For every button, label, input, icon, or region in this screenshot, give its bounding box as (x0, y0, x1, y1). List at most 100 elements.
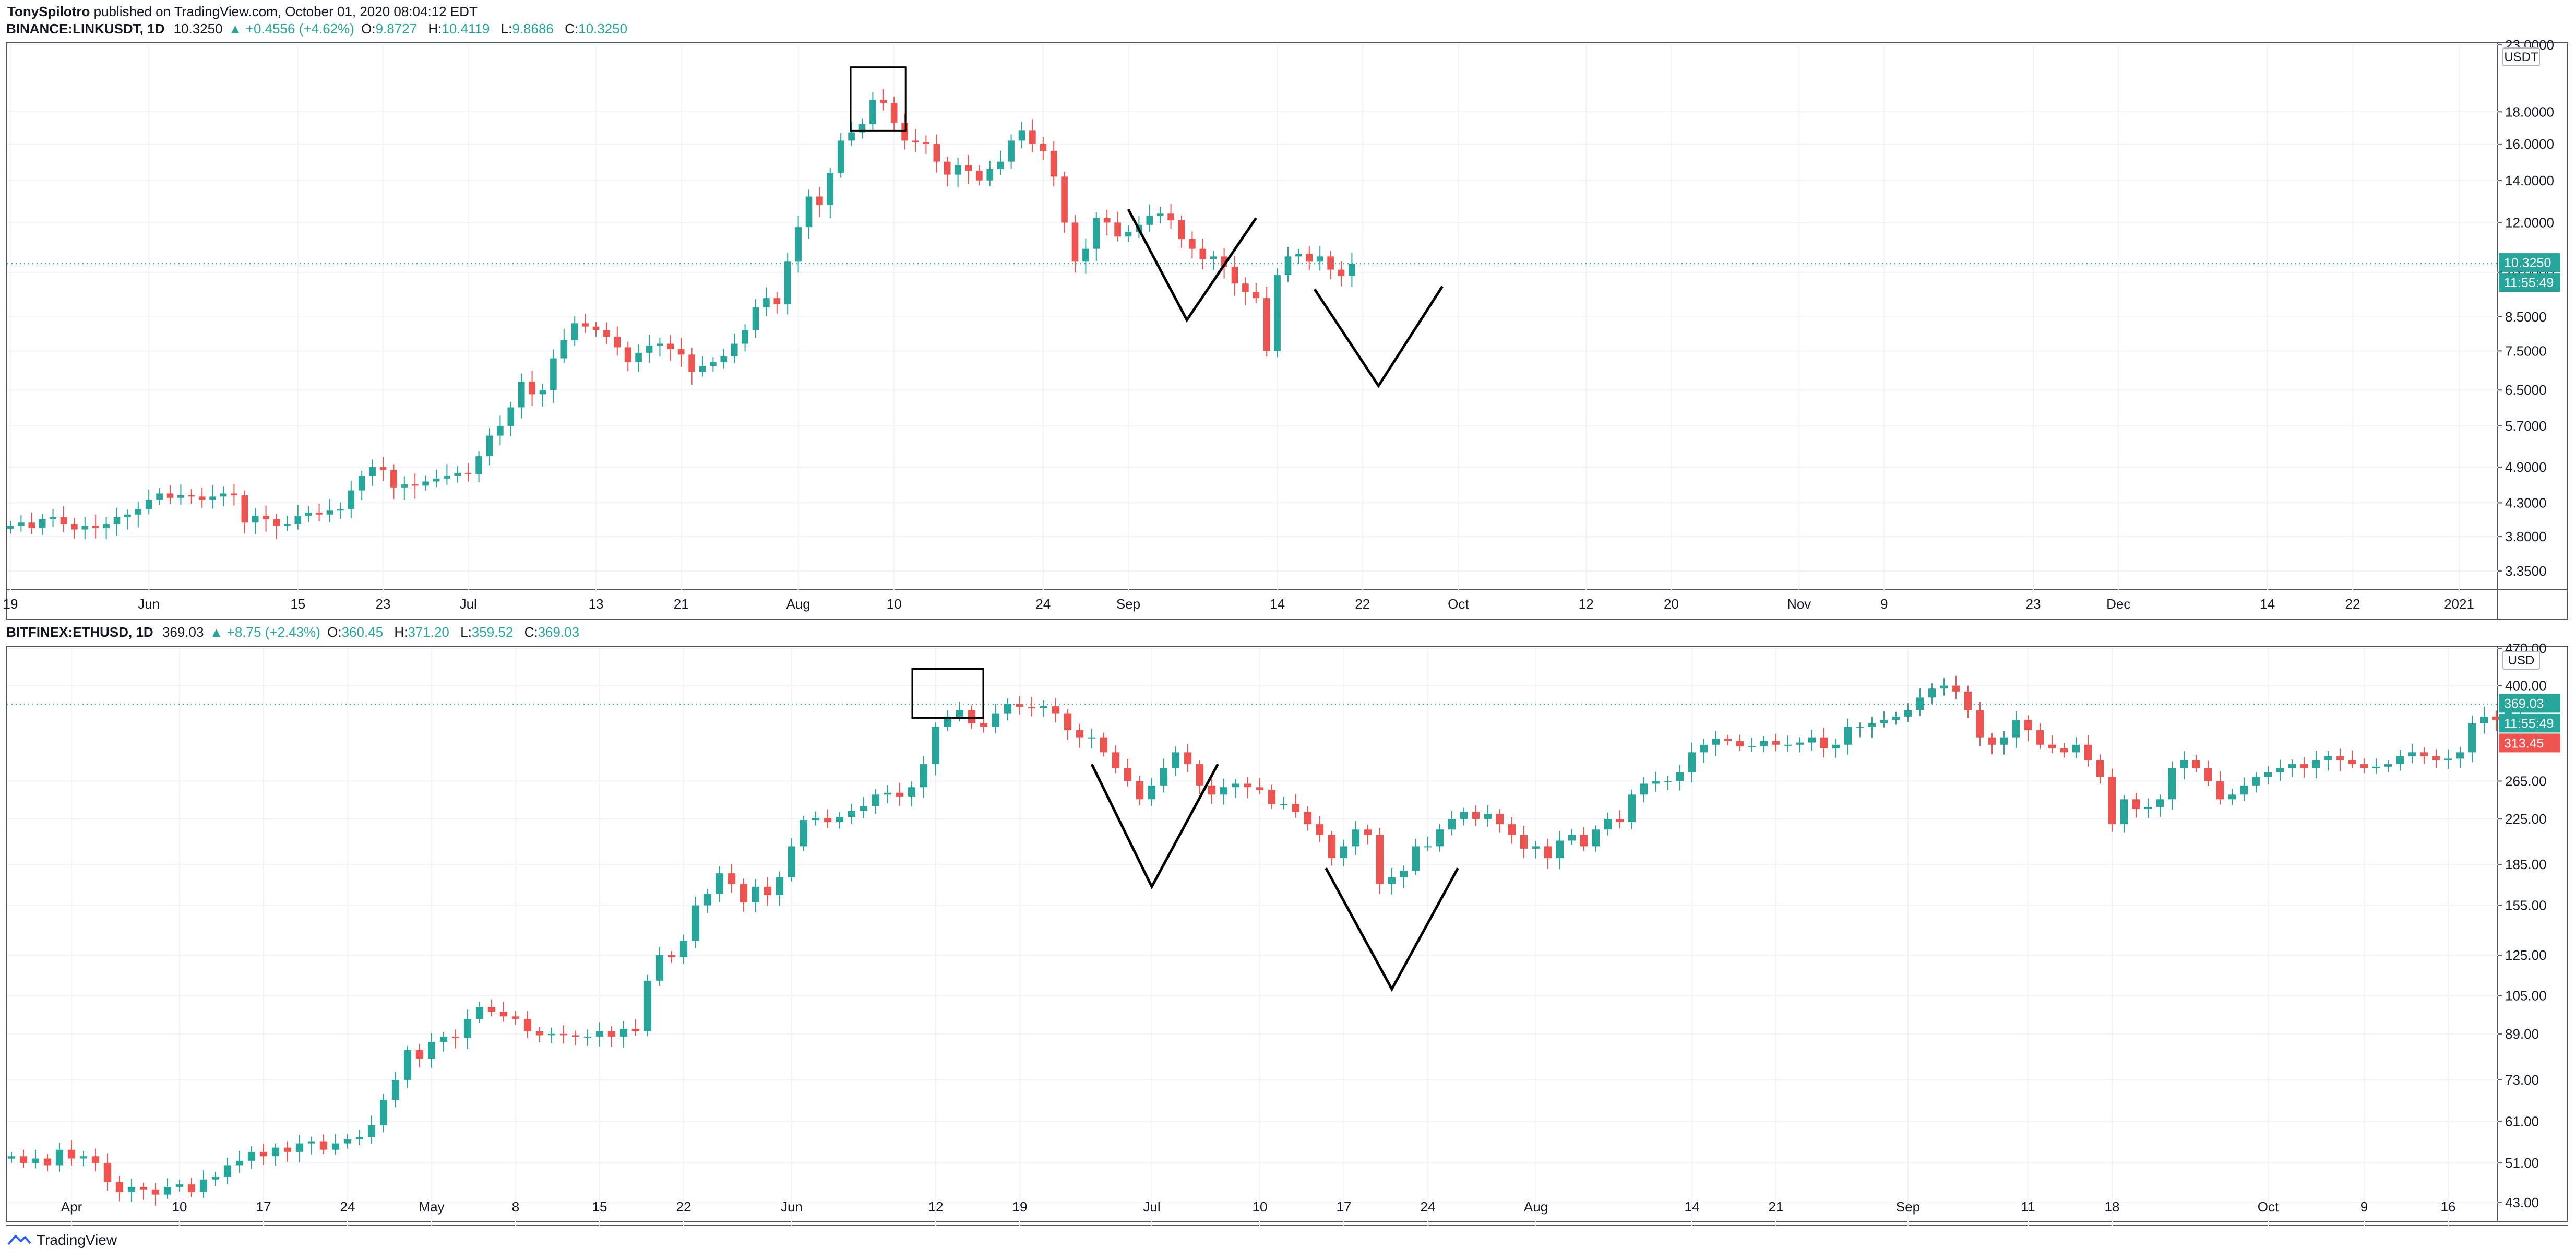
candle-down (241, 490, 248, 534)
candle-body (2096, 760, 2104, 777)
candle-down (603, 322, 610, 344)
candle-body (247, 1151, 256, 1161)
symbol-name[interactable]: BINANCE:LINKUSDT, 1D (6, 21, 165, 37)
candle-down (1724, 734, 1732, 745)
candle-down (976, 165, 983, 186)
candle-up (284, 516, 291, 531)
candle-body (151, 1189, 160, 1195)
candle-body (1424, 846, 1432, 848)
chart-frame (6, 42, 2568, 620)
high-label: H: (394, 624, 408, 640)
x-tick-label: 8 (512, 1199, 519, 1215)
candle-body (411, 484, 419, 486)
candle-body (1724, 739, 1732, 741)
candle-body (1316, 824, 1324, 835)
candle-body (43, 1158, 52, 1166)
candle-up (2144, 798, 2152, 818)
candle-body (1061, 176, 1068, 223)
candle-up (720, 349, 728, 369)
candle-up (1592, 825, 1600, 852)
candle-body (499, 1012, 508, 1017)
price-badge-bg (2499, 273, 2560, 292)
candle-body (582, 323, 589, 327)
candle-body (547, 1033, 556, 1036)
candle-up (1220, 778, 1228, 805)
candle-body (1628, 794, 1636, 823)
candle-up (422, 475, 429, 491)
candle-body (1114, 222, 1121, 237)
candle-down (91, 1148, 100, 1171)
candle-body (1652, 781, 1660, 784)
candle-down (571, 1030, 580, 1045)
candle-up (454, 466, 461, 483)
candle-up (1628, 790, 1636, 829)
candle-up (776, 871, 784, 907)
candle-body (2324, 756, 2332, 760)
candle-body (592, 326, 600, 330)
candle-body (1028, 707, 1036, 708)
candle-up (710, 357, 717, 372)
price-badge-text: 11:55:49 (2504, 276, 2554, 290)
candle-body (571, 323, 578, 340)
high-value: 10.4119 (442, 21, 490, 37)
candle-body (1868, 723, 1876, 727)
candle-up (7, 1152, 16, 1163)
candle-body (603, 330, 610, 337)
tradingview-footer[interactable]: TradingView (7, 1232, 117, 1249)
candle-body (1988, 737, 1996, 745)
candle-down (1772, 734, 1780, 752)
top-box-annotation (850, 66, 907, 132)
y-tick-label: 265.00 (2505, 773, 2547, 789)
currency-label[interactable]: USDT (2502, 47, 2540, 66)
candle-body (1244, 783, 1252, 788)
candle-up (784, 253, 791, 315)
candle-up (2408, 743, 2416, 764)
candle-body (1071, 222, 1079, 262)
x-tick-label: Sep (1116, 596, 1140, 612)
candle-up (932, 722, 940, 776)
candle-down (728, 864, 736, 893)
candle-body (1592, 829, 1600, 847)
candle-down (316, 503, 323, 522)
candle-body (1880, 720, 1888, 723)
candle-up (367, 1115, 376, 1144)
candle-down (2216, 771, 2224, 805)
candle-body (824, 818, 832, 823)
candle-up (55, 1143, 64, 1172)
candle-up (295, 1135, 304, 1162)
y-tick-label: 61.00 (2505, 1114, 2539, 1130)
candle-up (869, 91, 876, 132)
candle-body (1712, 739, 1720, 745)
candle-body (1964, 691, 1972, 710)
currency-label[interactable]: USD (2502, 651, 2540, 670)
candle-body (379, 467, 387, 470)
x-tick-label: 14 (1270, 596, 1285, 612)
candle-down (2060, 743, 2068, 758)
x-tick-label: 19 (1012, 1199, 1028, 1215)
candle-body (2168, 768, 2176, 800)
candle-down (764, 877, 772, 906)
candle-body (1688, 752, 1696, 772)
candle-body (1796, 742, 1804, 745)
candle-up (2180, 751, 2188, 780)
candle-body (614, 337, 621, 348)
candle-body (211, 1177, 220, 1180)
y-tick-label: 3.3500 (2505, 563, 2547, 579)
candle-down (980, 716, 988, 733)
candle-down (1136, 776, 1144, 805)
x-tick-label: Aug (786, 596, 810, 612)
candle-up (103, 517, 110, 539)
candle-body (655, 955, 664, 981)
candle-up (127, 1179, 136, 1202)
y-tick-label: 16.0000 (2505, 136, 2554, 152)
author-name[interactable]: TonySpilotro (7, 4, 90, 19)
candle-up (507, 401, 515, 436)
change-value: ▲ +8.75 (+2.43%) (209, 624, 320, 640)
candle-down (816, 187, 823, 218)
candle-down (259, 1144, 268, 1166)
symbol-name[interactable]: BITFINEX:ETHUSD, 1D (6, 624, 153, 640)
candle-down (1100, 732, 1108, 757)
y-tick-label: 18.0000 (2505, 104, 2554, 120)
candle-up (1280, 797, 1288, 810)
